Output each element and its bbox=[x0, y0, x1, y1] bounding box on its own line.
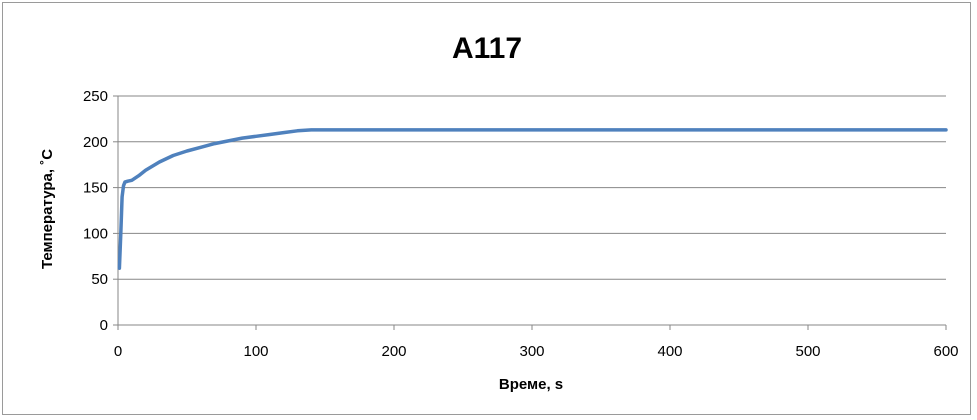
chart-title: A117 bbox=[452, 32, 522, 65]
y-axis-label: Температура, ˚C bbox=[39, 149, 56, 269]
y-tick-label: 50 bbox=[91, 271, 108, 288]
y-tick-label: 0 bbox=[100, 317, 108, 334]
series-line bbox=[117, 128, 948, 270]
x-tick-label: 200 bbox=[381, 343, 406, 360]
y-tick-labels: 0 50 100 150 200 250 bbox=[83, 88, 108, 334]
x-tick-label: 400 bbox=[657, 343, 682, 360]
axes bbox=[113, 95, 947, 330]
y-tick-label: 250 bbox=[83, 88, 108, 105]
x-tick-labels: 0 100 200 300 400 500 600 bbox=[114, 343, 959, 360]
gridlines bbox=[118, 95, 946, 280]
x-tick-label: 500 bbox=[795, 343, 820, 360]
y-tick-label: 100 bbox=[83, 225, 108, 242]
y-tick-label: 150 bbox=[83, 180, 108, 197]
chart-frame bbox=[2, 2, 971, 415]
x-tick-label: 100 bbox=[243, 343, 268, 360]
y-tick-label: 200 bbox=[83, 134, 108, 151]
x-axis-label: Време, s bbox=[499, 376, 563, 393]
series-group bbox=[117, 128, 948, 270]
x-tick-label: 600 bbox=[933, 343, 958, 360]
x-tick-label: 300 bbox=[519, 343, 544, 360]
x-tick-label: 0 bbox=[114, 343, 122, 360]
